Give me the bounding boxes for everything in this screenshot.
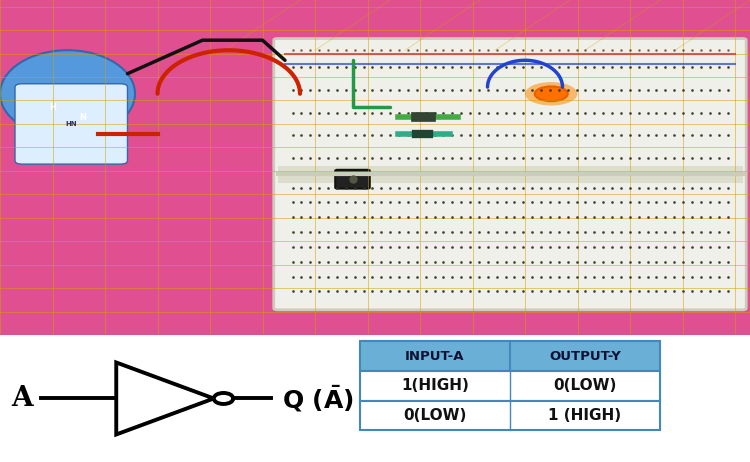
Text: A: A xyxy=(12,385,33,412)
Text: 1(HIGH): 1(HIGH) xyxy=(401,378,469,393)
FancyBboxPatch shape xyxy=(360,341,660,371)
Circle shape xyxy=(535,86,568,101)
Text: H: H xyxy=(49,103,56,112)
FancyBboxPatch shape xyxy=(360,401,660,430)
Text: 0(LOW): 0(LOW) xyxy=(554,378,616,393)
Bar xyxy=(278,166,742,182)
Text: 1 (HIGH): 1 (HIGH) xyxy=(548,408,622,423)
Text: 0(LOW): 0(LOW) xyxy=(404,408,466,423)
FancyBboxPatch shape xyxy=(15,84,128,164)
Circle shape xyxy=(214,393,233,404)
FancyBboxPatch shape xyxy=(274,38,746,310)
FancyBboxPatch shape xyxy=(360,371,660,401)
Text: OUTPUT-Y: OUTPUT-Y xyxy=(549,350,621,363)
Text: Q ($\mathbf{\bar{A}}$): Q ($\mathbf{\bar{A}}$) xyxy=(282,383,354,413)
Ellipse shape xyxy=(0,50,135,137)
FancyBboxPatch shape xyxy=(335,170,370,188)
Text: N: N xyxy=(79,113,86,122)
Circle shape xyxy=(525,82,578,105)
Polygon shape xyxy=(116,363,214,434)
Text: INPUT-A: INPUT-A xyxy=(405,350,465,363)
Text: HN: HN xyxy=(65,121,77,127)
